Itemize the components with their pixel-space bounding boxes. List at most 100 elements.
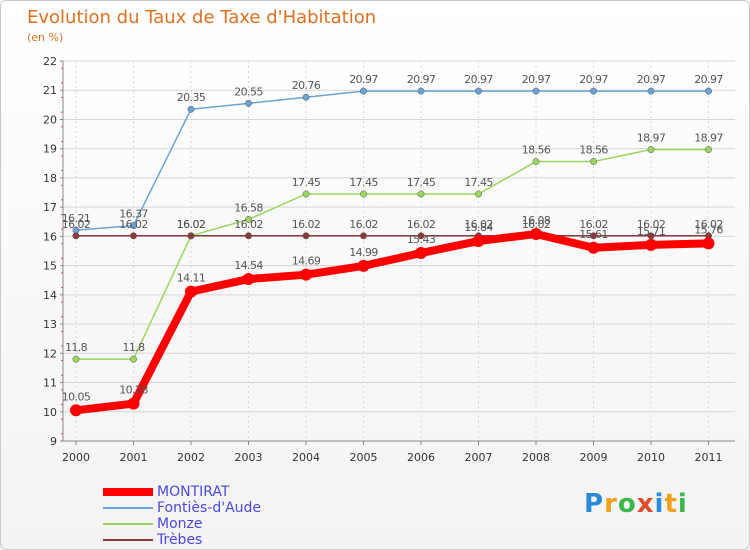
data-point-tr-bes[interactable] — [130, 232, 137, 240]
data-point-montirat[interactable] — [530, 228, 542, 241]
x-tick-label: 2002 — [177, 451, 205, 464]
y-tick-label: 18 — [43, 172, 57, 185]
legend-swatch-trebes — [103, 539, 153, 541]
data-label-fonti-s-d-aude: 20.97 — [464, 73, 493, 86]
y-tick-label: 12 — [43, 347, 57, 360]
data-point-monze[interactable] — [532, 158, 540, 166]
data-point-montirat[interactable] — [357, 259, 370, 272]
data-point-fonti-s-d-aude[interactable] — [475, 87, 482, 95]
x-tick-label: 2004 — [292, 451, 320, 464]
legend-swatch-fonties-daude — [103, 507, 153, 509]
logo-letter: P — [584, 489, 605, 519]
data-label-monze: 18.56 — [522, 144, 551, 157]
data-point-monze[interactable] — [245, 215, 252, 223]
logo-letter: x — [636, 489, 655, 519]
data-label-monze: 11.8 — [65, 341, 88, 354]
series-line-monze — [76, 148, 709, 360]
data-label-tr-bes: 16.02 — [464, 218, 493, 231]
data-point-monze[interactable] — [590, 158, 597, 166]
data-point-fonti-s-d-aude[interactable] — [647, 87, 655, 95]
data-point-monze[interactable] — [72, 355, 80, 363]
data-point-montirat[interactable] — [587, 241, 600, 254]
data-label-tr-bes: 16.02 — [579, 218, 608, 231]
y-tick-label: 11 — [43, 377, 57, 390]
data-point-fonti-s-d-aude[interactable] — [417, 87, 425, 95]
x-tick-label: 2010 — [637, 451, 665, 464]
data-label-tr-bes: 16.02 — [119, 218, 148, 231]
data-label-fonti-s-d-aude: 20.97 — [637, 73, 666, 86]
data-label-montirat: 16.08 — [522, 214, 551, 227]
y-tick-label: 14 — [43, 289, 57, 302]
data-label-monze: 17.45 — [292, 176, 321, 189]
x-tick-label: 2005 — [350, 451, 378, 464]
data-point-montirat[interactable] — [702, 237, 715, 250]
data-label-monze: 17.45 — [407, 176, 436, 189]
data-label-monze: 17.45 — [464, 176, 493, 189]
data-label-fonti-s-d-aude: 20.55 — [234, 85, 263, 98]
data-label-montirat: 15.76 — [694, 223, 723, 236]
data-label-fonti-s-d-aude: 20.97 — [522, 73, 551, 86]
data-point-tr-bes[interactable] — [187, 232, 195, 240]
legend-swatch-montirat — [103, 488, 153, 496]
data-point-fonti-s-d-aude[interactable] — [590, 87, 597, 95]
data-point-monze[interactable] — [130, 355, 137, 363]
data-point-monze[interactable] — [417, 190, 425, 198]
data-label-fonti-s-d-aude: 20.76 — [292, 79, 321, 92]
data-point-montirat[interactable] — [70, 404, 82, 417]
legend-swatch-monze — [103, 523, 153, 525]
data-point-montirat[interactable] — [127, 397, 140, 410]
data-label-fonti-s-d-aude: 20.97 — [407, 73, 436, 86]
legend-label-trebes: Trèbes — [157, 532, 203, 548]
data-label-tr-bes: 16.02 — [234, 218, 263, 231]
data-point-monze[interactable] — [647, 146, 655, 154]
x-tick-label: 2009 — [580, 451, 608, 464]
data-point-montirat[interactable] — [645, 238, 657, 251]
y-tick-label: 16 — [43, 230, 57, 243]
data-point-monze[interactable] — [705, 146, 712, 154]
x-tick-label: 2003 — [235, 451, 263, 464]
chart-subtitle: (en %) — [27, 31, 64, 44]
data-label-fonti-s-d-aude: 20.97 — [694, 73, 723, 86]
data-point-fonti-s-d-aude[interactable] — [532, 87, 540, 95]
y-tick-label: 9 — [50, 435, 57, 448]
data-point-tr-bes[interactable] — [360, 232, 367, 240]
data-point-tr-bes[interactable] — [417, 232, 425, 240]
logo-letter: t — [664, 489, 678, 519]
y-tick-label: 19 — [43, 143, 57, 156]
data-point-montirat[interactable] — [415, 247, 427, 260]
data-point-fonti-s-d-aude[interactable] — [130, 222, 137, 230]
data-point-fonti-s-d-aude[interactable] — [187, 105, 195, 113]
data-point-tr-bes[interactable] — [590, 232, 597, 240]
data-point-monze[interactable] — [360, 190, 367, 198]
data-point-tr-bes[interactable] — [302, 232, 310, 240]
data-label-monze: 17.45 — [349, 176, 378, 189]
data-label-monze: 18.97 — [694, 132, 723, 145]
data-point-montirat[interactable] — [242, 273, 255, 286]
data-point-fonti-s-d-aude[interactable] — [245, 99, 252, 107]
data-label-tr-bes: 16.02 — [637, 218, 666, 231]
x-tick-label: 2008 — [522, 451, 550, 464]
data-point-montirat[interactable] — [185, 285, 197, 298]
data-label-monze: 11.8 — [122, 341, 145, 354]
chart-title: Evolution du Taux de Taxe d'Habitation — [27, 7, 377, 28]
data-point-fonti-s-d-aude[interactable] — [302, 93, 310, 101]
data-label-montirat: 10.05 — [62, 390, 91, 403]
data-point-fonti-s-d-aude[interactable] — [705, 87, 712, 95]
series-line-montirat — [75, 230, 709, 415]
legend-label-montirat: MONTIRAT — [157, 484, 230, 500]
data-point-tr-bes[interactable] — [72, 232, 80, 240]
x-tick-label: 2011 — [695, 451, 723, 464]
data-point-montirat[interactable] — [472, 235, 485, 248]
data-point-tr-bes[interactable] — [245, 232, 252, 240]
x-tick-label: 2007 — [465, 451, 493, 464]
data-point-montirat[interactable] — [300, 268, 312, 281]
logo-letter: i — [677, 489, 688, 519]
data-point-fonti-s-d-aude[interactable] — [360, 87, 367, 95]
data-point-monze[interactable] — [302, 190, 310, 198]
data-label-fonti-s-d-aude: 20.97 — [349, 73, 378, 86]
data-label-montirat: 15.61 — [579, 228, 608, 241]
data-label-fonti-s-d-aude: 16.37 — [119, 208, 148, 221]
data-label-tr-bes: 16.02 — [522, 218, 551, 231]
data-point-monze[interactable] — [475, 190, 482, 198]
